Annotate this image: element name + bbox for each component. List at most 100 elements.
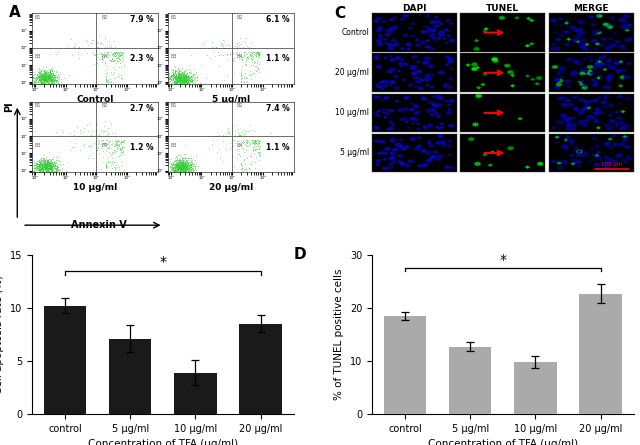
Point [250,147,260,154]
Point [234,52,244,59]
Point [35,162,45,169]
Point [43,71,53,78]
Point [181,79,191,86]
Point [237,129,247,136]
Point [176,159,186,166]
Point [29,74,39,81]
Point [244,142,254,149]
Point [177,166,187,173]
Point [163,77,173,85]
Point [175,162,186,170]
Point [42,162,52,170]
Point [44,166,54,173]
Point [177,164,188,171]
Point [38,75,48,82]
Point [179,80,189,87]
Point [173,65,183,72]
Point [45,160,56,167]
Point [175,74,186,81]
Point [166,78,177,85]
Point [45,166,56,173]
Point [210,133,220,140]
Point [166,165,177,172]
Point [113,51,124,58]
Point [166,169,177,176]
Point [41,162,51,169]
Point [179,166,189,173]
Point [38,162,48,169]
Point [46,163,56,170]
Point [43,77,53,84]
Point [177,156,187,163]
Point [245,51,255,58]
Point [184,161,195,168]
Point [44,78,54,85]
Point [236,165,246,172]
Point [250,146,260,154]
Point [250,137,260,144]
Point [42,165,52,172]
Point [249,57,259,65]
Point [237,146,248,153]
Point [33,158,44,165]
Point [177,163,187,170]
Point [172,70,182,77]
Point [109,57,120,64]
Point [164,81,174,88]
Point [29,79,40,86]
Point [187,73,197,81]
Point [92,44,102,51]
Point [113,138,124,145]
Point [181,156,191,163]
Point [36,169,46,176]
Point [173,76,184,83]
Point [175,72,186,79]
Point [186,77,196,85]
Point [176,166,186,173]
Point [177,75,188,82]
Point [56,76,66,83]
Point [39,70,49,77]
Text: B1: B1 [170,103,177,108]
Point [35,169,45,176]
Point [190,163,200,170]
Point [174,78,184,85]
Point [47,69,58,77]
Point [45,164,56,171]
Point [111,55,121,62]
Point [48,158,58,165]
Point [49,159,59,166]
Point [29,167,40,174]
Point [38,163,48,170]
Point [252,49,262,56]
Point [103,145,113,152]
Point [170,162,180,170]
Point [46,165,56,172]
Point [204,44,214,51]
Point [43,162,53,169]
Point [176,169,186,176]
Point [53,49,63,56]
Point [42,76,52,83]
Point [170,80,180,87]
Point [246,56,257,63]
Point [216,133,226,140]
Point [43,165,53,172]
Point [92,38,102,45]
Point [115,52,125,59]
Point [47,162,58,169]
Point [178,154,188,162]
Point [44,167,54,174]
Point [112,145,122,152]
Point [37,81,47,88]
Point [97,58,107,65]
Point [108,70,118,77]
Point [170,68,180,75]
Point [46,76,56,83]
Point [48,163,58,170]
Point [36,165,46,172]
Point [182,79,192,86]
Point [173,164,183,171]
Point [40,77,51,84]
Point [116,138,126,145]
